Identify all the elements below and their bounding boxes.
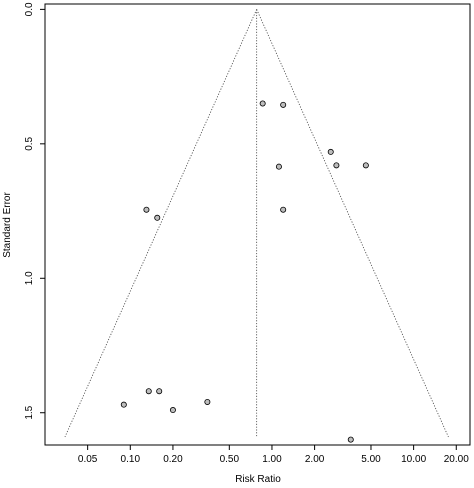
study-point — [333, 162, 340, 169]
study-point — [169, 407, 176, 414]
study-point — [362, 162, 369, 169]
y-tick-label: 0.0 — [24, 2, 35, 16]
y-tick-label: 1.0 — [24, 271, 35, 285]
x-tick-label: 0.20 — [163, 454, 183, 465]
study-point — [275, 163, 282, 170]
funnel-left-limit — [64, 9, 258, 438]
study-point — [120, 401, 127, 408]
x-tick-label: 2.00 — [305, 454, 325, 465]
funnel-layer — [64, 9, 449, 438]
study-point — [347, 436, 354, 443]
study-point — [204, 398, 211, 405]
funnel-right-limit — [256, 9, 449, 438]
x-tick-label: 0.50 — [220, 454, 240, 465]
x-tick-label: 0.10 — [121, 454, 141, 465]
y-tick-label: 0.5 — [24, 136, 35, 150]
study-point — [280, 101, 287, 108]
study-point — [327, 148, 334, 155]
x-tick-label: 1.00 — [262, 454, 282, 465]
y-tick-label: 1.5 — [24, 405, 35, 419]
x-tick-label: 10.00 — [401, 454, 426, 465]
study-point — [156, 388, 163, 395]
points-layer — [120, 100, 369, 443]
y-axis-title: Standard Error — [2, 192, 13, 258]
study-point — [259, 100, 266, 107]
study-point — [154, 214, 161, 221]
study-point — [145, 388, 152, 395]
study-point — [280, 206, 287, 213]
x-axis-title: Risk Ratio — [235, 474, 281, 485]
x-tick-label: 0.05 — [78, 454, 98, 465]
study-point — [143, 206, 150, 213]
x-axis: 0.05 0.10 0.20 0.50 1.00 2.00 5.00 10.00 20.00 — [78, 444, 469, 465]
x-tick-label: 5.00 — [361, 454, 381, 465]
x-tick-label: 20.00 — [444, 454, 469, 465]
y-axis: 0.0 0.5 1.0 1.5 — [24, 2, 45, 420]
plot-frame — [44, 3, 471, 446]
